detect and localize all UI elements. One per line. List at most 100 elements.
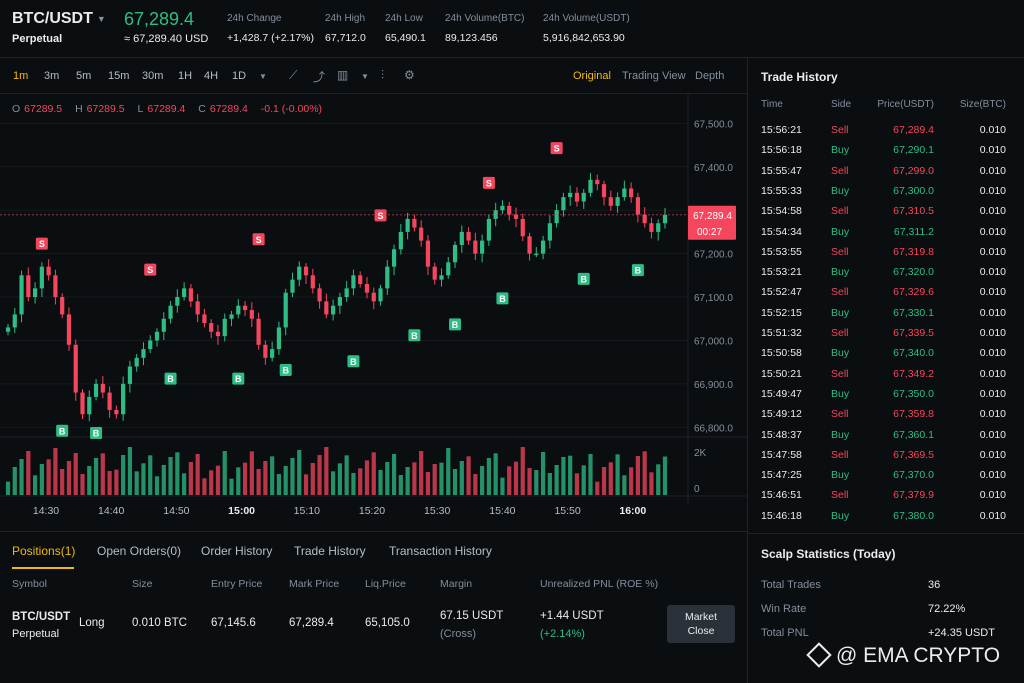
volume-bar: [249, 451, 254, 495]
indicator-icon[interactable]: ⟋: [289, 68, 298, 82]
volume-bar: [93, 458, 99, 495]
trade-row: 15:53:21 Buy 67,320.0 0.010: [748, 266, 1024, 286]
trade-side: Sell: [831, 408, 849, 421]
volume-bar: [276, 474, 282, 495]
trade-size: 0.010: [979, 144, 1006, 157]
drawing-tools-icon[interactable]: ⫶: [381, 68, 385, 82]
trade-price: 67,319.8: [893, 245, 934, 258]
current-price-label: 67,289.4: [693, 211, 732, 222]
last-price: 67,289.4: [124, 9, 195, 29]
volume-bar: [215, 465, 221, 495]
trade-side: Sell: [831, 286, 849, 299]
volume-bar: [127, 447, 133, 495]
volume-bar: [432, 464, 437, 495]
col-price: Price(USDT): [877, 99, 934, 110]
stat-label: 24h Change: [227, 13, 282, 24]
stat-label: 24h Low: [385, 13, 423, 24]
candle-body: [398, 231, 403, 250]
trade-time: 15:49:12: [761, 408, 802, 421]
trade-row: 15:56:18 Buy 67,290.1 0.010: [748, 144, 1024, 164]
trade-size: 0.010: [979, 347, 1006, 360]
candlestick-type-icon[interactable]: ▥: [337, 68, 349, 82]
candle-body: [595, 179, 600, 185]
candle-body: [182, 288, 187, 298]
trade-side: Buy: [831, 184, 850, 197]
y-tick-label: 66,900.0: [694, 380, 733, 391]
buy-marker: [631, 264, 644, 277]
volume-bar: [351, 473, 356, 495]
candle-body: [466, 231, 471, 241]
volume-bar: [66, 461, 72, 495]
volume-bar: [642, 451, 647, 495]
trade-time: 15:54:34: [761, 225, 802, 238]
trade-time: 15:56:18: [761, 144, 802, 157]
volume-bar: [182, 473, 187, 495]
tab-transaction-history[interactable]: Transaction History: [389, 544, 492, 558]
timeframe-3m[interactable]: 3m: [44, 70, 60, 82]
chart-type-chevron-icon[interactable]: ▼: [361, 72, 369, 81]
timeframe-1d[interactable]: 1D: [232, 70, 247, 82]
volume-bar: [242, 462, 248, 495]
trade-time: 15:46:51: [761, 489, 802, 502]
view-original[interactable]: Original: [573, 70, 611, 82]
price-chart[interactable]: 67,500.067,400.067,300.067,200.067,100.0…: [0, 94, 747, 530]
trade-side: Sell: [831, 245, 849, 258]
volume-bar: [412, 462, 417, 495]
timeframe-1h[interactable]: 1H: [178, 70, 193, 82]
sell-marker: [35, 237, 48, 250]
candle-body: [32, 288, 38, 298]
candle-body: [141, 349, 146, 358]
trade-row: 15:48:37 Buy 67,360.1 0.010: [748, 429, 1024, 449]
volume-bar: [141, 463, 146, 495]
ohlc-open: 67289.5: [24, 103, 63, 115]
candle-body: [317, 288, 322, 302]
x-tick-label: 15:00: [228, 505, 255, 517]
tab-positions[interactable]: Positions(1): [12, 544, 76, 558]
timeframe-30m[interactable]: 30m: [142, 70, 164, 82]
volume-bar: [236, 467, 241, 495]
candle-body: [635, 197, 641, 215]
tab-trade-history[interactable]: Trade History: [294, 544, 366, 558]
timeframe-5m[interactable]: 5m: [76, 70, 92, 82]
timeframe-15m[interactable]: 15m: [108, 70, 130, 82]
volume-bar: [168, 457, 173, 495]
line-chart-icon[interactable]: ⤴: [313, 70, 326, 84]
trade-row: 15:54:34 Buy 67,311.2 0.010: [748, 226, 1024, 246]
trade-time: 15:47:58: [761, 448, 802, 461]
symbol-selector[interactable]: BTC/USDT ▼: [12, 10, 106, 28]
candle-body: [134, 357, 139, 367]
candle-body: [249, 310, 254, 319]
volume-tick-label: 2K: [694, 448, 707, 459]
stat-value: 65,490.1: [385, 32, 426, 44]
volume-bar: [561, 457, 566, 495]
ohlc-low-label: L: [137, 103, 144, 115]
view-trading-view[interactable]: Trading View: [622, 70, 686, 82]
tab-order-history[interactable]: Order History: [201, 544, 273, 558]
volume-bar: [209, 470, 214, 495]
buy-marker-label: B: [167, 374, 174, 384]
buy-marker-label: B: [235, 374, 242, 384]
y-tick-label: 67,100.0: [694, 293, 733, 304]
trade-size: 0.010: [979, 245, 1006, 258]
view-depth[interactable]: Depth: [695, 70, 725, 82]
candle-body: [87, 396, 92, 415]
sell-marker-label: S: [378, 211, 384, 221]
stat-label: 24h Volume(BTC): [445, 13, 525, 24]
trade-row: 15:46:51 Sell 67,379.9 0.010: [748, 489, 1024, 509]
candle-body: [39, 266, 44, 289]
tab-open-orders[interactable]: Open Orders(0): [97, 544, 182, 558]
sell-marker-label: S: [147, 265, 153, 275]
volume-bar: [324, 447, 329, 495]
chart-toolbar: 1m 3m 5m 15m 30m 1H 4H 1D ▼ ⟋ ⤴ ▥ ▼ ⫶ ⚙ …: [0, 58, 747, 94]
volume-bar: [615, 454, 620, 495]
candle-body: [310, 275, 315, 289]
volume-bar: [446, 448, 451, 495]
gear-icon[interactable]: ⚙: [404, 68, 415, 82]
trade-side: Sell: [831, 205, 849, 218]
timeframe-4h[interactable]: 4H: [204, 70, 219, 82]
candlestick-chart[interactable]: 67,500.067,400.067,300.067,200.067,100.0…: [0, 94, 747, 530]
more-timeframes-chevron-icon[interactable]: ▼: [259, 72, 267, 81]
candle-body: [601, 184, 607, 198]
timeframe-1m[interactable]: 1m: [13, 70, 29, 82]
market-close-button[interactable]: Market Close: [667, 605, 735, 643]
